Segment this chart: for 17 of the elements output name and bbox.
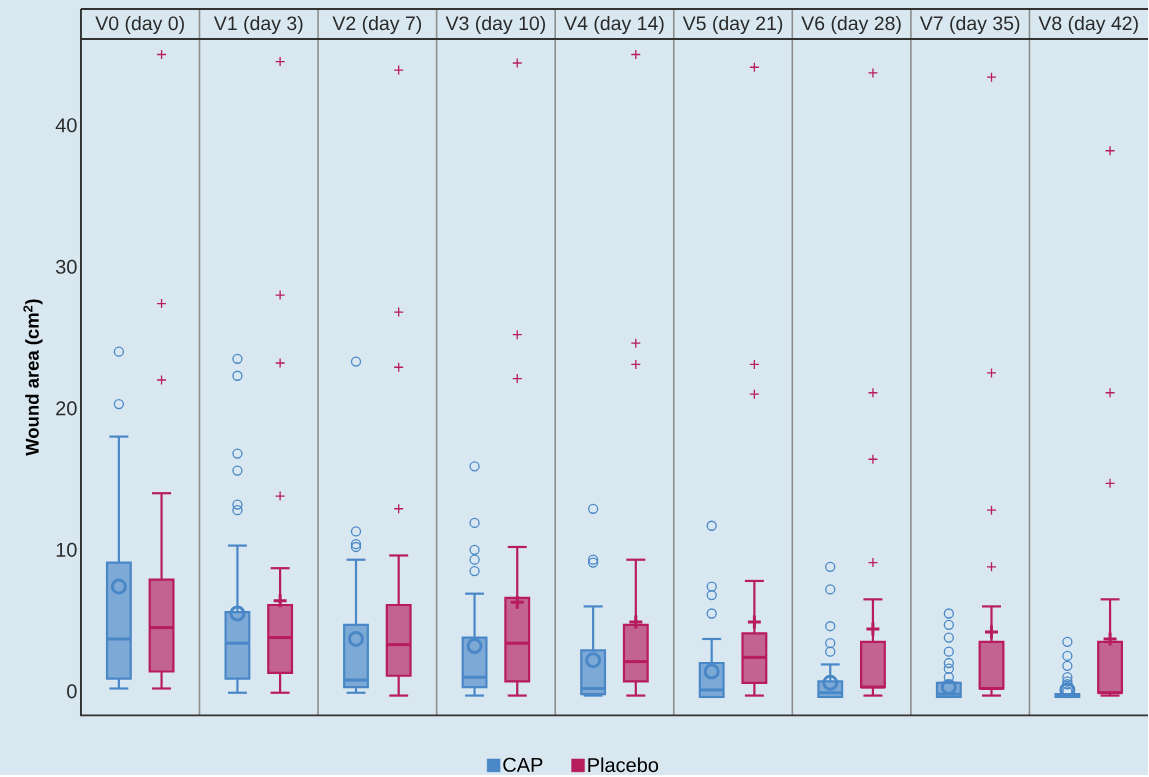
y-tick-label: 30: [55, 259, 77, 274]
y-tick-label: 40: [55, 118, 77, 133]
x-tick-label: V8 (day 42): [1038, 15, 1138, 34]
legend-label: Placebo: [588, 757, 659, 772]
x-tick-label: V2 (day 7): [332, 15, 422, 34]
y-tick-label: 10: [56, 542, 77, 557]
legend-label: CAP: [503, 757, 543, 772]
x-tick-label: V5 (day 21): [682, 15, 783, 34]
y-tick-label: 0: [67, 684, 77, 699]
x-tick-label: V4 (day 14): [564, 15, 664, 34]
y-tick-label: 20: [56, 401, 77, 416]
x-tick-label: V7 (day 35): [919, 15, 1020, 34]
x-tick-label: V0 (day 0): [95, 15, 184, 34]
y-axis-title: Wound area (cm$^{2}$): [23, 299, 43, 456]
x-tick-label: V3 (day 10): [445, 15, 546, 34]
x-tick-label: V6 (day 28): [801, 15, 901, 34]
x-tick-label: V1 (day 3): [213, 15, 303, 34]
